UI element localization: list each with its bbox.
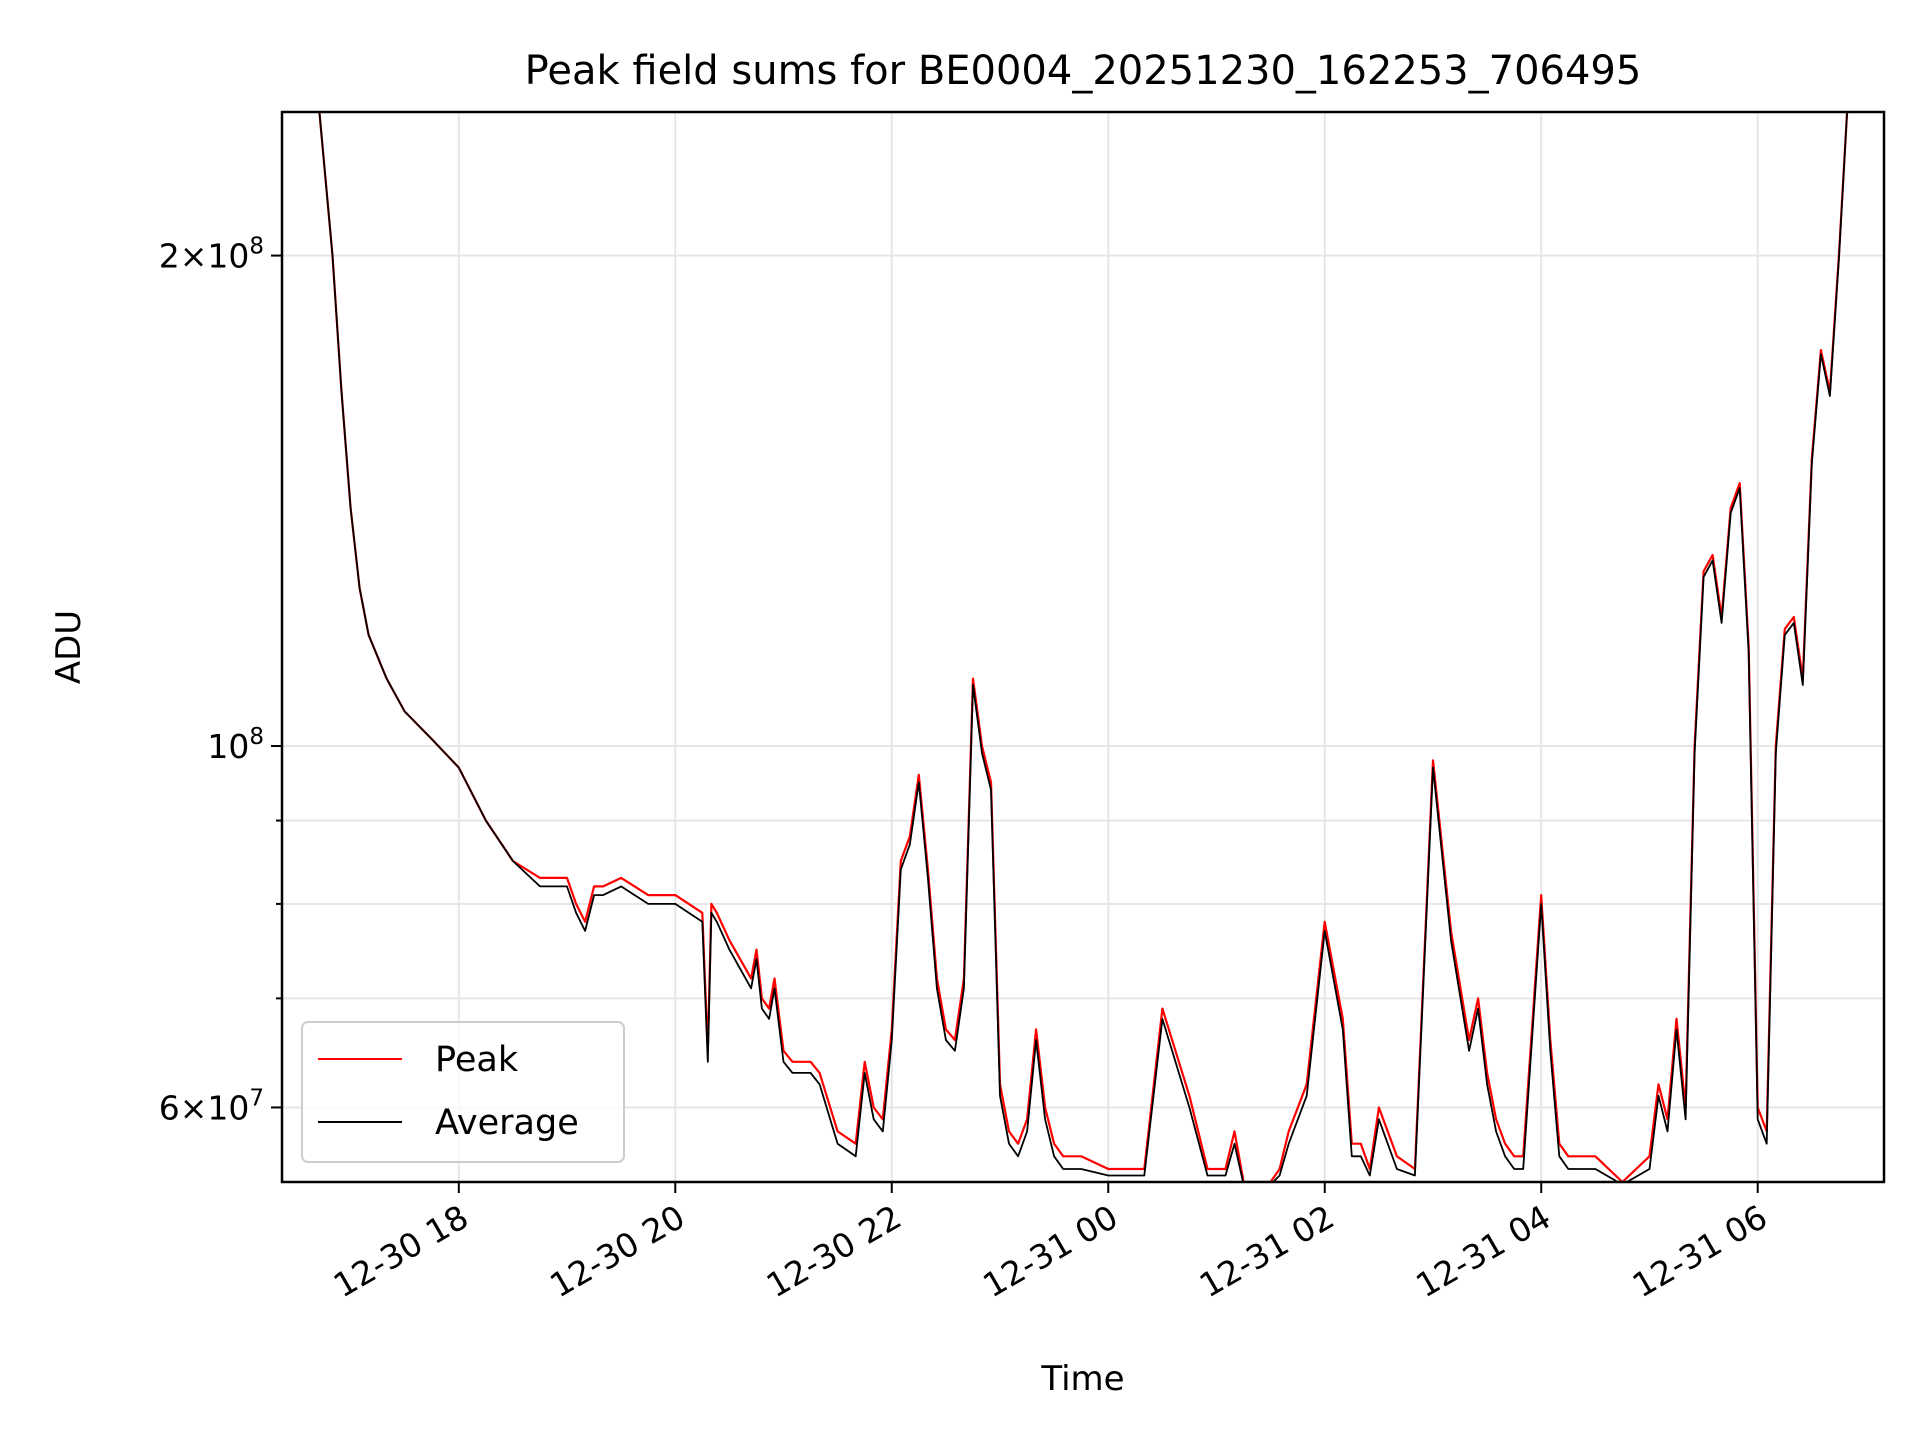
legend-box bbox=[301, 1021, 625, 1163]
x-tick-label: 12-31 02 bbox=[1193, 1197, 1341, 1305]
plot-area-frame bbox=[280, 110, 1886, 1184]
y-tick-label: 108 bbox=[207, 724, 264, 766]
x-tick-label: 12-30 20 bbox=[543, 1197, 691, 1305]
legend-label-average: Average bbox=[435, 1103, 579, 1143]
chart-title: Peak field sums for BE0004_20251230_1622… bbox=[525, 48, 1642, 94]
series-line-average bbox=[318, 112, 1849, 1182]
series-line-peak bbox=[318, 112, 1849, 1182]
legend-label-peak: Peak bbox=[435, 1040, 519, 1080]
x-axis-label: Time bbox=[1040, 1359, 1124, 1399]
y-axis-label: ADU bbox=[49, 610, 89, 684]
x-tick-label: 12-31 00 bbox=[976, 1197, 1124, 1305]
x-tick-label: 12-31 04 bbox=[1409, 1197, 1557, 1305]
x-tick-label: 12-30 18 bbox=[327, 1197, 475, 1305]
series-lines bbox=[318, 112, 1849, 1182]
y-tick-label: 2×108 bbox=[159, 234, 264, 276]
x-tick-label: 12-30 22 bbox=[760, 1197, 908, 1305]
legend: Peak Average bbox=[301, 1021, 625, 1163]
y-tick-label: 6×107 bbox=[159, 1085, 264, 1127]
x-tick-label: 12-31 06 bbox=[1626, 1197, 1774, 1305]
